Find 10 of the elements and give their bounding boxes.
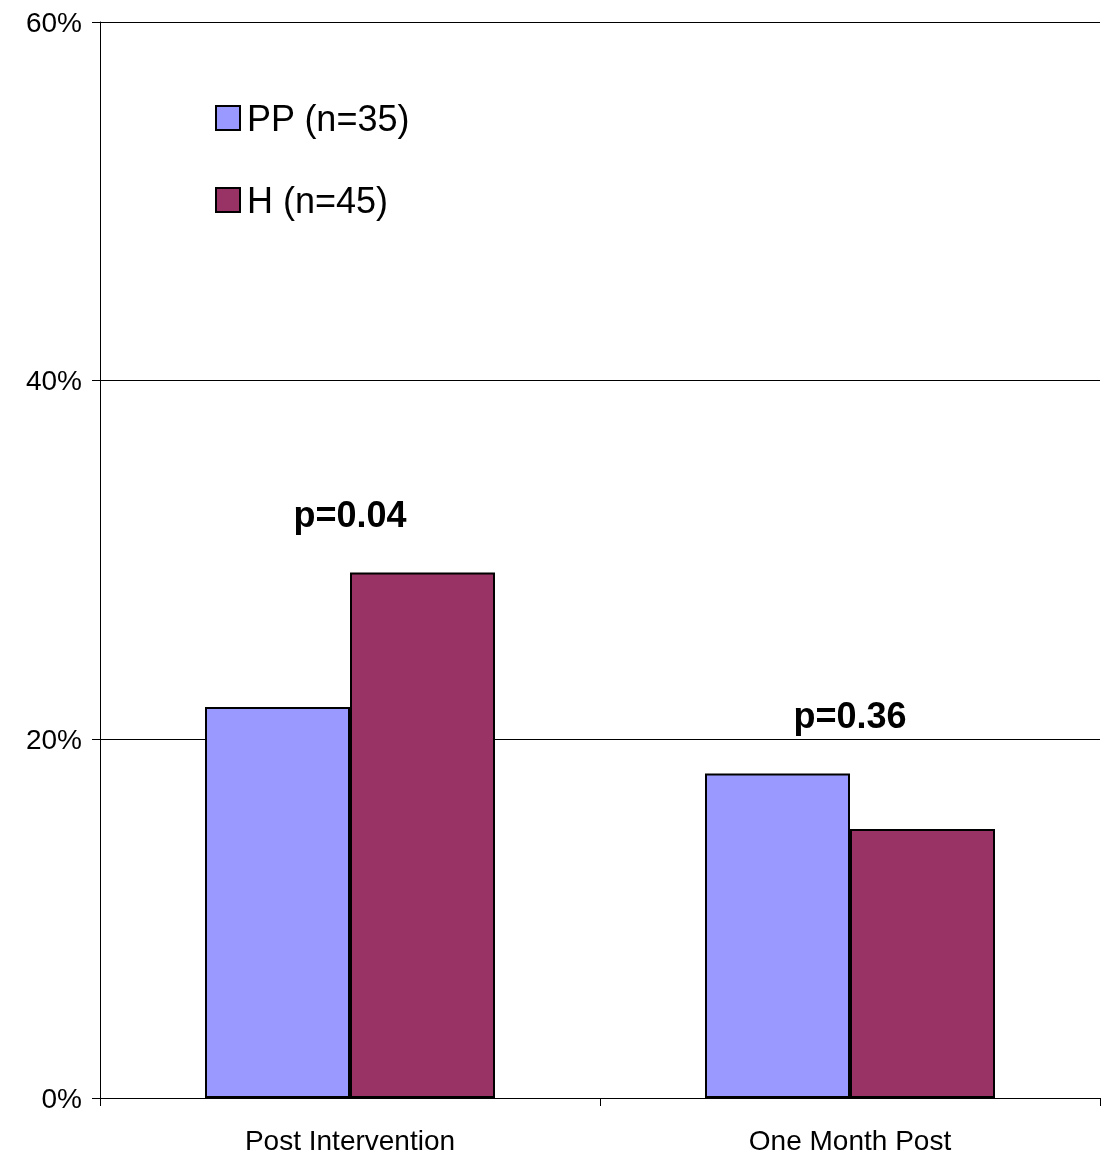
y-tick-label: 0% — [41, 1082, 82, 1114]
legend-label: PP (n=35) — [247, 97, 410, 139]
y-tick-label: 60% — [25, 6, 82, 38]
y-tick-label: 20% — [25, 723, 82, 755]
x-tick-label: One Month Post — [748, 1124, 952, 1156]
annotation: p=0.36 — [793, 694, 907, 736]
x-tick-label: Post Intervention — [244, 1124, 456, 1156]
legend-label: H (n=45) — [247, 179, 389, 221]
annotation: p=0.04 — [293, 494, 407, 536]
y-tick-label: 40% — [25, 365, 82, 397]
